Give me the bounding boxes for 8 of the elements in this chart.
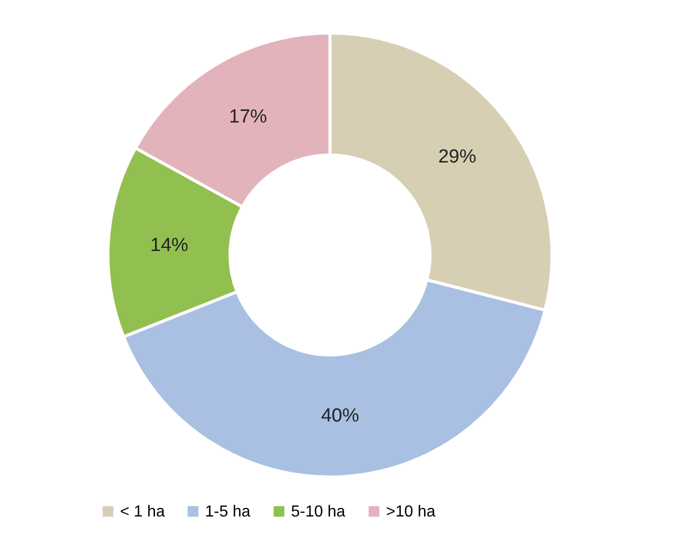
data-label: 17% — [229, 106, 268, 128]
legend-label: 5-10 ha — [291, 503, 346, 520]
legend-label: >10 ha — [386, 503, 436, 520]
data-label: 40% — [321, 406, 360, 427]
data-label: 14% — [150, 234, 188, 256]
legend-label: 1-5 ha — [205, 503, 250, 520]
data-label: 29% — [438, 146, 476, 168]
legend-label: < 1 ha — [120, 503, 166, 520]
